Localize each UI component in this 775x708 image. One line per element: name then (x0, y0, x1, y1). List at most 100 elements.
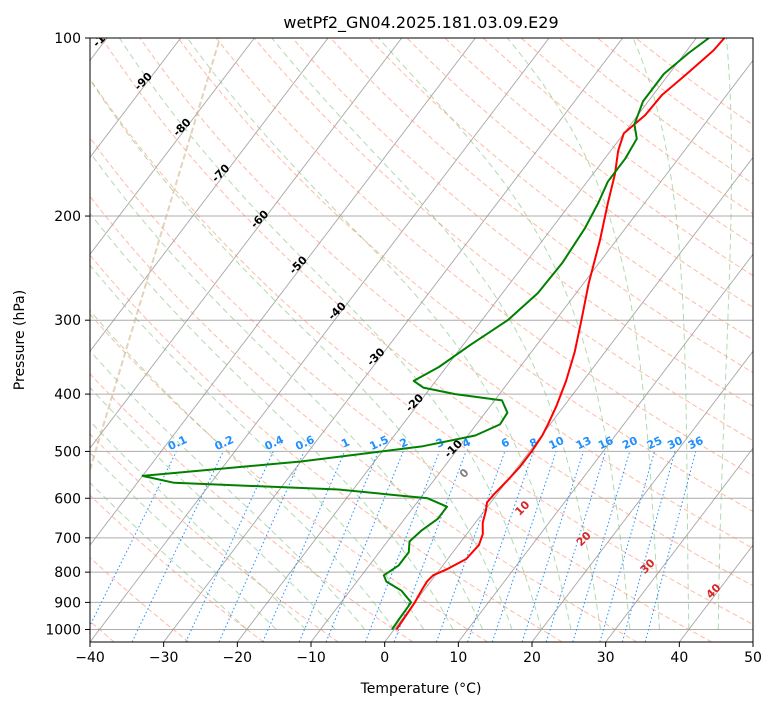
isotherm-line (605, 447, 753, 642)
mixing-ratio-line (572, 451, 631, 642)
isotherm-line (384, 156, 753, 642)
isotherm-line (678, 544, 753, 642)
isotherm-line (163, 38, 624, 642)
isotherm-line (531, 350, 753, 642)
mixing-ratio-line (467, 451, 534, 642)
y-tick-label: 600 (54, 491, 81, 507)
moist-adiabat-line (378, 38, 631, 630)
chart-title: wetPf2_GN04.2025.181.03.09.E29 (283, 13, 558, 33)
mixing-ratio-label: 30 (665, 434, 685, 452)
mixing-ratio-line (599, 451, 655, 642)
x-tick-label: 50 (744, 650, 762, 666)
moist-adiabat-line (717, 38, 732, 630)
isotherm-label: -20 (403, 391, 426, 414)
x-tick-label: −20 (223, 650, 253, 666)
y-tick-label: 700 (54, 531, 81, 547)
isotherm-line (236, 38, 697, 642)
dry-adiabat-line (215, 38, 753, 477)
dry-adiabat-line (406, 38, 753, 308)
mixing-ratio-label: 13 (574, 434, 593, 452)
moist-adiabat-line (90, 452, 277, 630)
dry-adiabat-line (520, 38, 753, 215)
isotherm-line (90, 38, 550, 642)
x-tick-label: −10 (296, 650, 326, 666)
moist-adiabat-line (90, 151, 484, 630)
mixing-ratio-label: 0.4 (263, 433, 286, 453)
mixing-ratio-line (393, 451, 467, 642)
isotherm-line (90, 38, 182, 159)
dry-adiabat-line (253, 38, 753, 442)
moist-adiabat-line (632, 38, 690, 630)
mixing-ratio-line (621, 451, 676, 642)
y-axis-title: Pressure (hPa) (12, 290, 28, 390)
mixing-ratio-label: 0.6 (293, 433, 316, 453)
dry-adiabat-line (90, 195, 638, 642)
y-axis: 100 200 300 400 500 600 700 800 900 1000 (45, 31, 90, 638)
y-tick-label: 100 (54, 31, 81, 47)
mixing-ratio-label: 16 (596, 434, 616, 452)
dry-adiabat-line (90, 433, 339, 642)
dry-adiabat-line (559, 38, 753, 185)
isotherm-label: -40 (325, 299, 348, 322)
dry-adiabat-line (330, 38, 753, 374)
isotherm-line (90, 38, 476, 546)
dry-adiabat-line (139, 38, 753, 549)
mixing-ratio-line (131, 451, 224, 642)
y-tick-label: 400 (54, 387, 81, 403)
mixing-ratio-label: 10 (547, 434, 567, 452)
isotherm-label: -100 (90, 21, 119, 50)
series-layer (141, 38, 726, 631)
dry-adiabat-line (90, 313, 488, 642)
mixing-ratio-line (185, 451, 274, 642)
y-tick-label: 500 (54, 444, 81, 460)
dry-adiabat-line (90, 556, 190, 642)
x-axis-title: Temperature (°C) (360, 681, 482, 697)
x-tick-label: −30 (149, 650, 179, 666)
dry-adiabat-line (482, 38, 753, 246)
moist-adiabat-label: 30 (638, 556, 658, 576)
mixing-ratio-line (218, 451, 305, 642)
mixing-ratio-label: 20 (620, 434, 640, 452)
moist-adiabat-line (118, 38, 542, 630)
x-tick-label: 0 (380, 650, 389, 666)
moist-adiabat-line (90, 212, 454, 630)
plot-area: 0.1 0.2 0.4 0.6 1 1.5 2 3 4 6 8 10 13 16 20 25 30 36-100-… (90, 21, 753, 642)
x-tick-label: 30 (597, 650, 615, 666)
x-tick-label: 20 (523, 650, 541, 666)
isotherm-label: -30 (364, 345, 387, 368)
mixing-ratio-label: 36 (686, 434, 706, 452)
dry-adiabat-line (101, 38, 753, 587)
mixing-ratio-label: 25 (645, 434, 664, 452)
moist-adiabat-line (90, 350, 366, 630)
moist-adiabat-line (90, 386, 336, 630)
moist-adiabat-line (90, 309, 395, 630)
dry-adiabat-line (177, 38, 753, 513)
moist-adiabat-line (90, 481, 248, 630)
isotherm-label: -50 (287, 253, 310, 276)
dry-adiabat-line (444, 38, 753, 277)
mixing-ratio-label: 6 (499, 435, 512, 450)
background-lines (90, 38, 753, 642)
moist-adiabat-line (90, 78, 513, 630)
isotherm-line (90, 38, 403, 449)
y-tick-label: 1000 (45, 622, 81, 638)
moist-adiabat-line (90, 420, 307, 630)
isotherm-line (457, 253, 753, 642)
plot-frame (89, 37, 754, 643)
dry-adiabat-line (368, 38, 753, 341)
moist-adiabat-label: 10 (512, 498, 532, 518)
x-tick-label: 10 (449, 650, 467, 666)
mixing-ratio-line (521, 451, 584, 642)
mixing-ratio-line (644, 451, 697, 642)
dry-adiabat-line (292, 38, 753, 407)
temperature-profile-line (395, 38, 726, 631)
moist-adiabat-label: 0 (457, 466, 472, 481)
dry-adiabat-line (90, 254, 563, 642)
mixing-ratio-line (491, 451, 557, 642)
y-tick-label: 300 (54, 313, 81, 329)
x-tick-label: −40 (75, 650, 105, 666)
isotherm-line (752, 641, 753, 642)
moist-adiabat-line (507, 38, 660, 630)
mixing-ratio-line (325, 451, 404, 642)
isotherm-line (90, 38, 255, 256)
